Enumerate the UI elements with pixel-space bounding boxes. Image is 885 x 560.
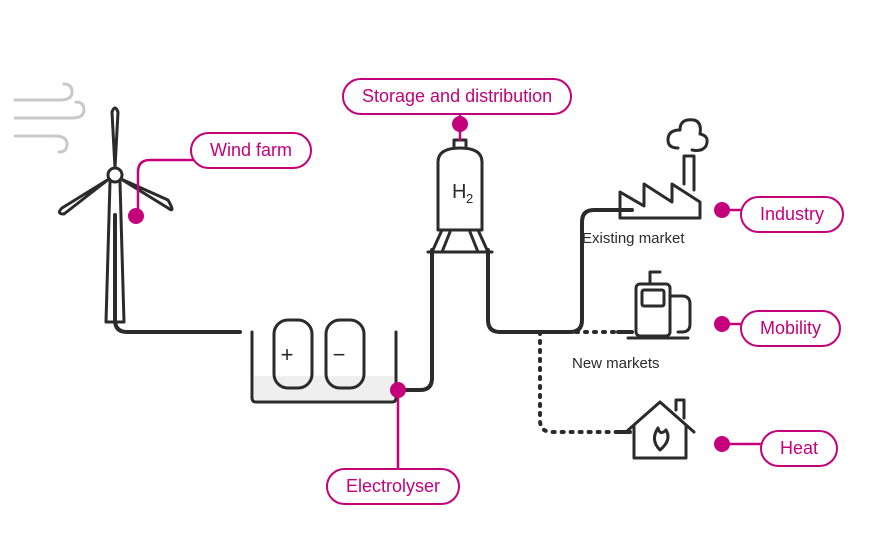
existing-market-text: Existing market xyxy=(582,230,685,247)
electrolyser-label: Electrolyser xyxy=(326,468,460,505)
flow-lines-dotted xyxy=(540,332,620,432)
industry-label: Industry xyxy=(740,196,844,233)
electrolyser-plus: + xyxy=(281,342,294,367)
factory-icon xyxy=(620,120,707,218)
tank-label-sub: 2 xyxy=(466,191,473,206)
heat-label: Heat xyxy=(760,430,838,467)
house-icon xyxy=(626,400,694,458)
tank-label: H xyxy=(452,181,466,203)
storage-label: Storage and distribution xyxy=(342,78,572,115)
flow-lines xyxy=(115,210,620,390)
wind-farm-label: Wind farm xyxy=(190,132,312,169)
pump-icon xyxy=(628,272,690,338)
electrolyser-minus: − xyxy=(333,342,346,367)
mobility-label: Mobility xyxy=(740,310,841,347)
wind-icon xyxy=(15,84,84,152)
new-markets-text: New markets xyxy=(572,355,660,372)
electrolyser-icon xyxy=(252,320,396,402)
